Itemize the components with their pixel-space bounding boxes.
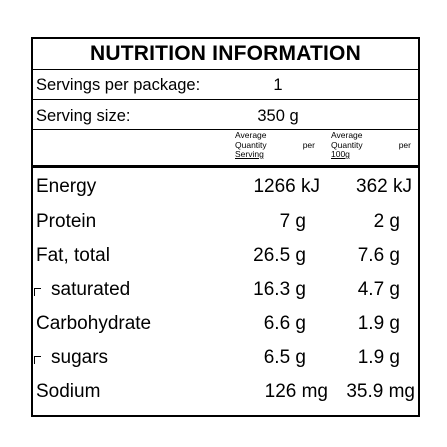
carbohydrate-per-serving: 6.6 g	[263, 313, 306, 334]
carbohydrate-per-100g: 1.9 g	[357, 313, 400, 334]
fat-total-per-serving: 26.5 g	[253, 245, 306, 266]
row-label-fat-total: Fat, total	[36, 245, 110, 266]
column-header-per-100g: Average Quantity per 100g	[331, 130, 411, 159]
row-label-protein: Protein	[36, 211, 97, 232]
row-label-energy: Energy	[36, 176, 97, 197]
sub-item-marker	[34, 356, 41, 364]
row-label-carbohydrate: Carbohydrate	[36, 313, 152, 334]
fat-total-per-100g: 7.6 g	[357, 245, 400, 266]
row-label-sodium: Sodium	[36, 381, 101, 402]
sodium-per-serving: 126 mg	[264, 381, 328, 402]
divider	[33, 129, 418, 130]
serving-size-value: 350 g	[257, 107, 299, 125]
divider	[33, 99, 418, 100]
row-label-saturated: saturated	[51, 279, 131, 300]
header-divider	[33, 165, 418, 168]
protein-per-100g: 2 g	[373, 211, 400, 232]
sugars-per-serving: 6.5 g	[263, 347, 306, 368]
panel-title: NUTRITION INFORMATION	[90, 42, 361, 65]
sodium-per-100g: 35.9 mg	[346, 381, 415, 402]
servings-per-package-label: Servings per package:	[36, 76, 201, 94]
row-label-sugars: sugars	[51, 347, 109, 368]
saturated-per-100g: 4.7 g	[357, 279, 400, 300]
saturated-per-serving: 16.3 g	[253, 279, 306, 300]
serving-size-label: Serving size:	[36, 107, 131, 125]
nutrition-panel: NUTRITION INFORMATION Servings per packa…	[31, 37, 420, 417]
energy-per-100g: 362 kJ	[356, 176, 412, 197]
divider	[33, 69, 418, 70]
column-header-per-serving: Average Quantity per Serving	[235, 130, 315, 159]
servings-per-package-value: 1	[273, 76, 283, 94]
energy-per-serving: 1266 kJ	[253, 176, 320, 197]
sub-item-marker	[34, 288, 41, 296]
protein-per-serving: 7 g	[279, 211, 306, 232]
sugars-per-100g: 1.9 g	[357, 347, 400, 368]
